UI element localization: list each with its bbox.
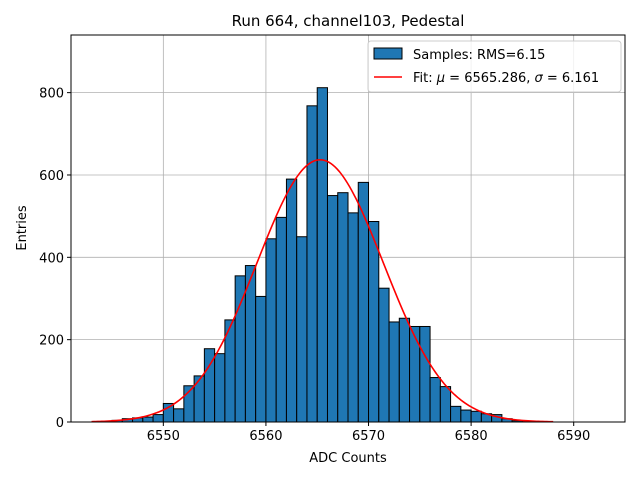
histogram-bar — [470, 410, 482, 423]
legend-swatch-samples — [373, 47, 403, 60]
x-axis-label: ADC Counts — [309, 451, 387, 466]
histogram-bars — [101, 87, 534, 423]
x-tick-label: 6550 — [147, 429, 180, 444]
legend-label-samples: Samples: RMS=6.15 — [413, 48, 545, 63]
x-tick-label: 6590 — [557, 429, 590, 444]
histogram-bar — [214, 353, 226, 423]
histogram-bar — [316, 87, 328, 423]
y-tick-label: 400 — [39, 251, 64, 266]
histogram-bar — [398, 317, 411, 423]
histogram-bar — [439, 386, 452, 423]
y-tick-label: 800 — [39, 87, 64, 102]
histogram-bar — [173, 408, 185, 423]
legend-frame — [367, 40, 622, 93]
legend-label-fit: Fit: μ = 6565.286, σ = 6.161 — [413, 71, 599, 86]
y-tick-label: 600 — [39, 169, 64, 184]
legend: Samples: RMS=6.15 Fit: μ = 6565.286, σ =… — [367, 40, 622, 93]
y-axis-ticks: 0 200 400 600 800 — [39, 87, 71, 431]
histogram-bar — [429, 377, 441, 423]
histogram-bar — [347, 212, 359, 423]
histogram-bar — [368, 221, 380, 423]
histogram-bar — [265, 238, 277, 423]
histogram-bar — [337, 192, 349, 423]
histogram-bar — [450, 405, 462, 423]
histogram-bar — [162, 402, 175, 423]
histogram-bar — [142, 416, 154, 423]
histogram-bar — [357, 181, 370, 423]
histogram-bar — [152, 414, 164, 423]
histogram-bar — [378, 287, 390, 423]
histogram-bar — [296, 236, 308, 423]
histogram-bar — [326, 195, 339, 423]
y-tick-label: 200 — [39, 334, 64, 349]
histogram-bar — [234, 275, 246, 423]
histogram-bar — [419, 325, 431, 423]
y-axis-label: Entries — [15, 205, 30, 251]
histogram-bar — [460, 409, 472, 423]
plot-frame — [70, 34, 626, 423]
chart-title: Run 664, channel103, Pedestal — [232, 12, 465, 30]
histogram-bar — [275, 216, 287, 423]
fit-curve — [91, 158, 554, 423]
x-tick-label: 6560 — [249, 429, 282, 444]
histogram-bar — [193, 375, 205, 423]
x-axis-ticks: 6550 6560 6570 6580 6590 — [147, 422, 590, 444]
x-tick-label: 6570 — [352, 429, 385, 444]
histogram-bar — [409, 325, 421, 423]
histogram-bar — [255, 295, 267, 423]
histogram-bar — [306, 105, 318, 423]
histogram-bar — [388, 321, 400, 423]
x-tick-label: 6580 — [455, 429, 488, 444]
y-tick-label: 0 — [56, 416, 64, 431]
histogram-bar — [285, 178, 298, 423]
